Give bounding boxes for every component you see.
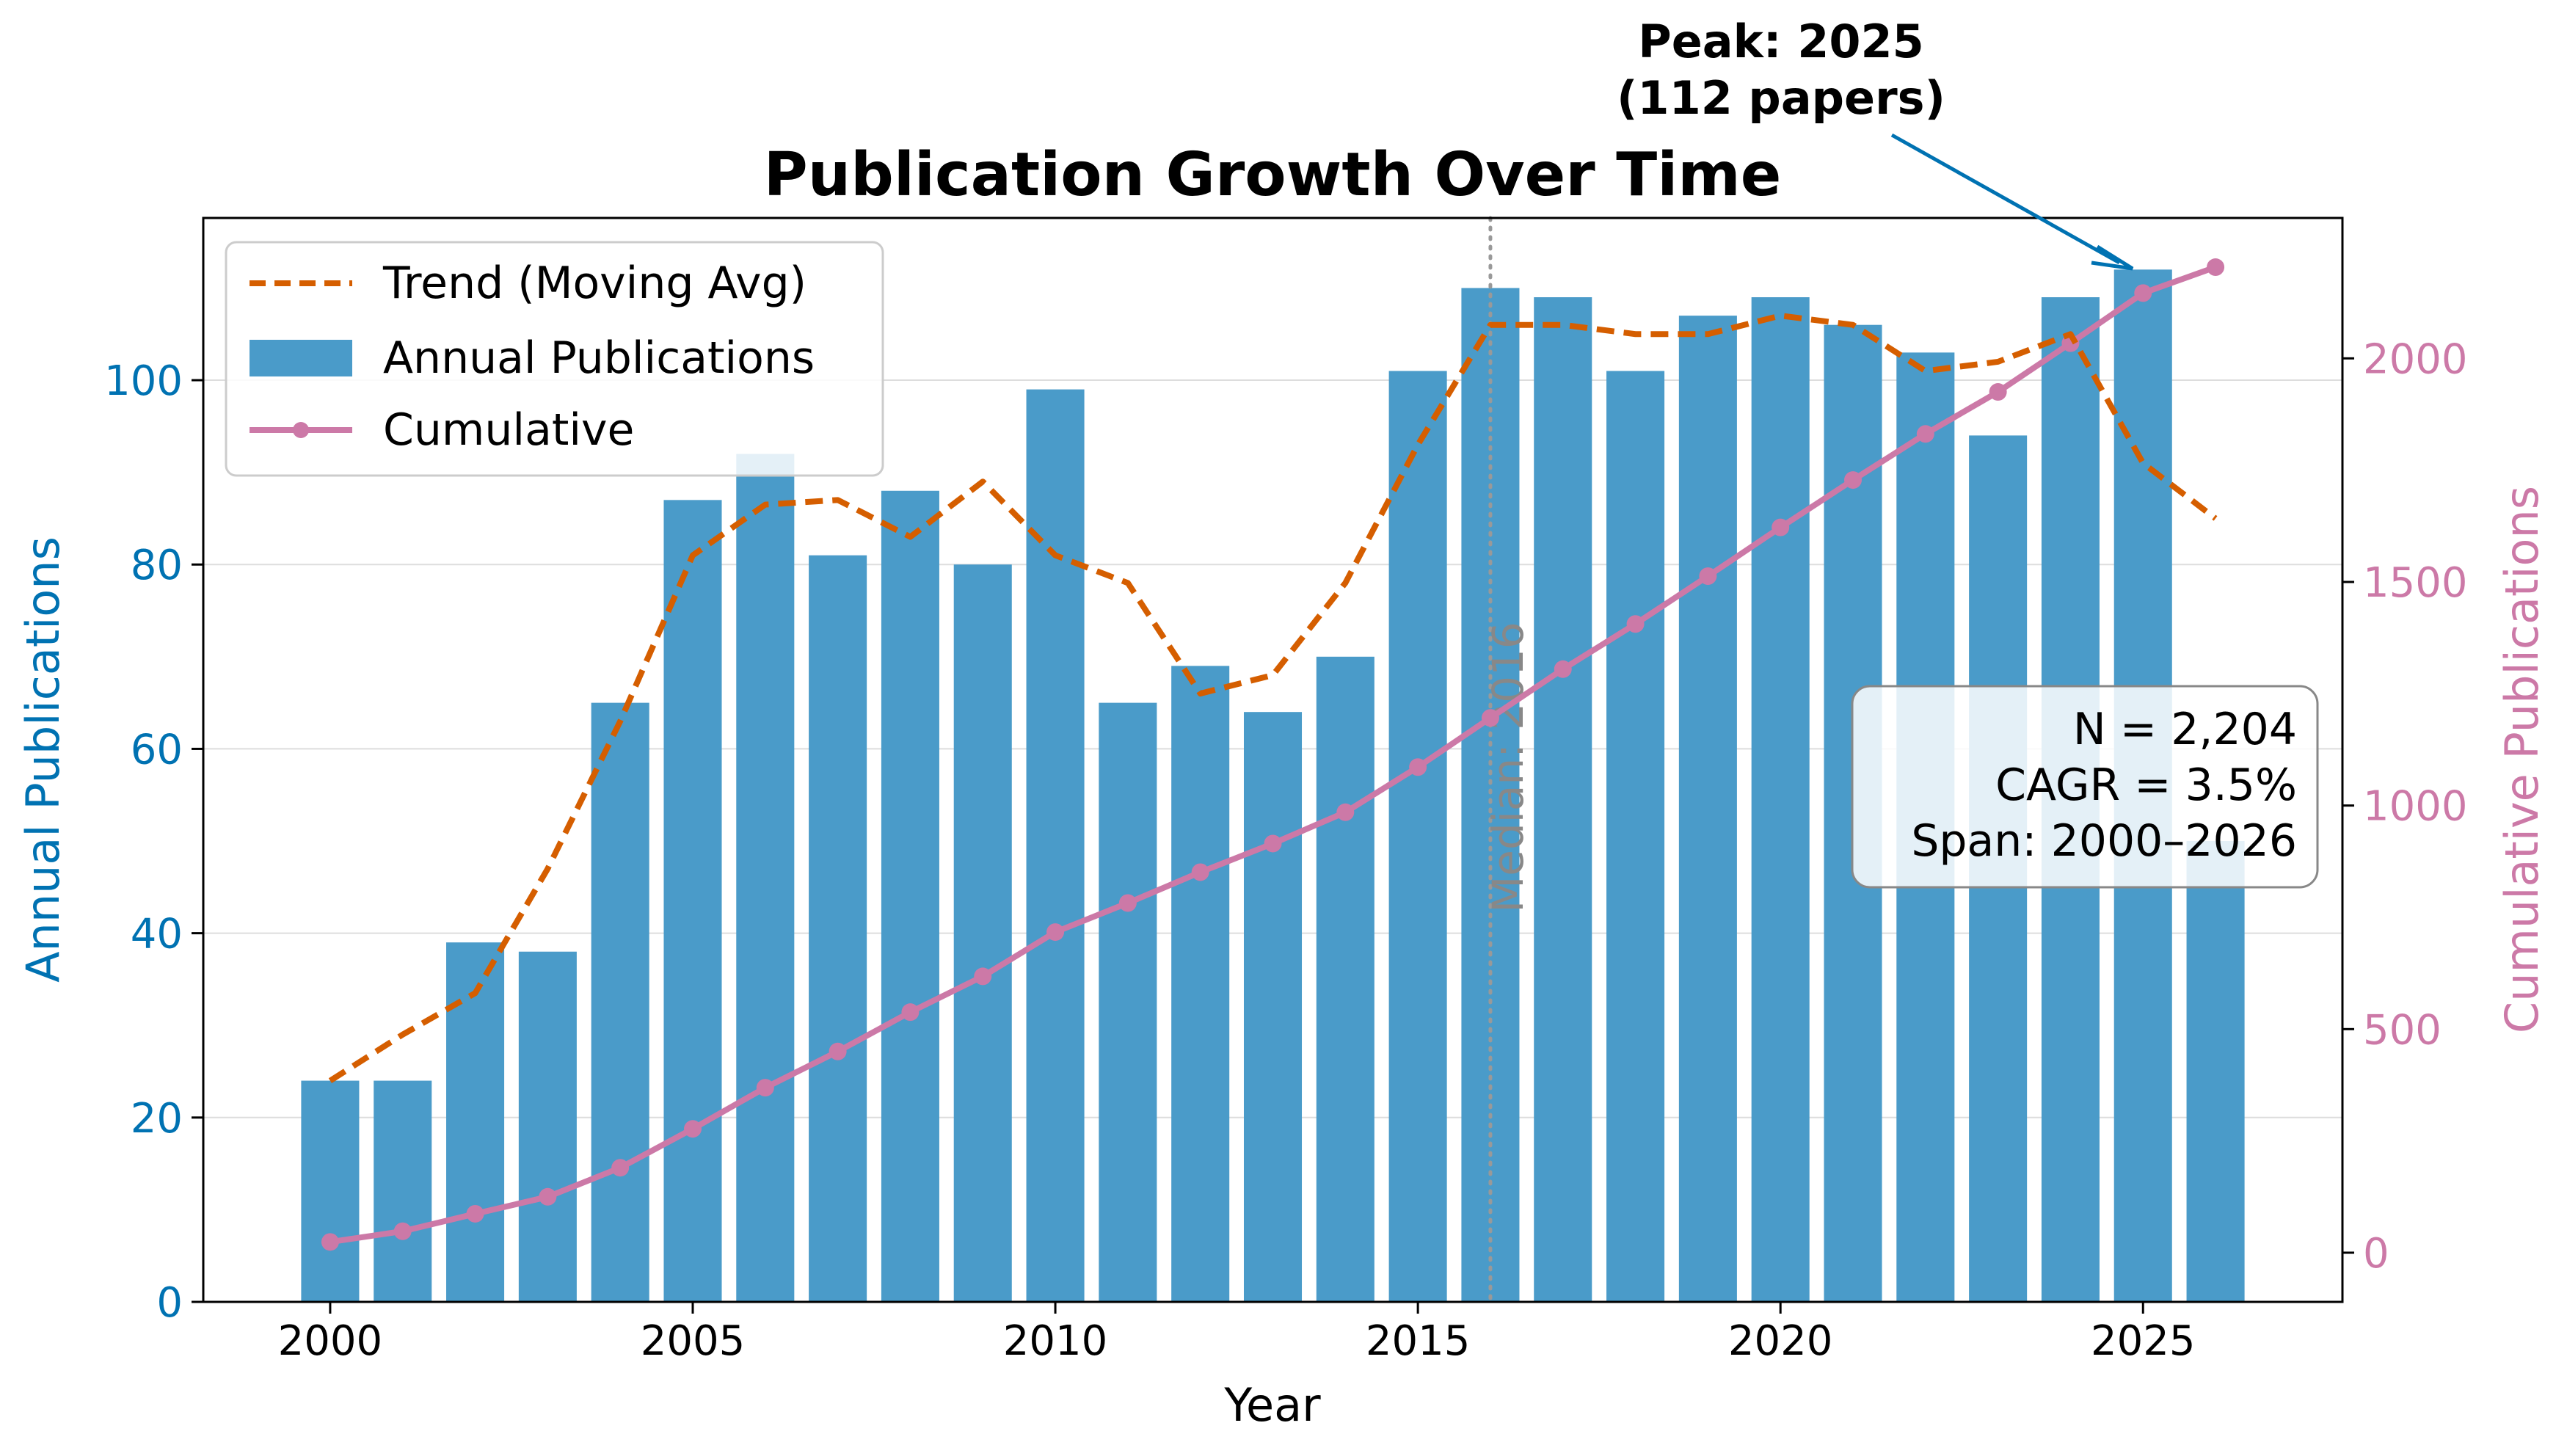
cumulative-point — [1481, 709, 1499, 727]
bar — [591, 702, 649, 1302]
cumulative-point — [1046, 923, 1065, 942]
legend-bar-swatch — [250, 340, 352, 376]
bar — [301, 1080, 360, 1302]
peak-annotation-arrowhead-icon — [2091, 244, 2134, 271]
cumulative-point — [756, 1079, 774, 1097]
bar — [809, 555, 867, 1302]
peak-annotation-line1: Peak: 2025 — [1638, 15, 1924, 68]
bar — [736, 454, 795, 1302]
cumulative-point — [1626, 615, 1645, 633]
cumulative-series — [321, 258, 2225, 1251]
bar — [1678, 316, 1737, 1302]
cumulative-point — [321, 1233, 339, 1251]
bar — [518, 951, 577, 1302]
cumulative-point — [539, 1187, 557, 1206]
bar — [953, 564, 1012, 1302]
bar — [1243, 712, 1303, 1302]
x-tick-label: 2015 — [1366, 1317, 1471, 1365]
y-tick-label-right: 1500 — [2363, 559, 2468, 607]
bar — [1606, 371, 1665, 1303]
y-tick-label-left: 20 — [131, 1095, 183, 1143]
bar — [2186, 841, 2245, 1302]
cumulative-point — [466, 1204, 484, 1223]
x-tick-label: 2000 — [278, 1317, 383, 1365]
bar — [1751, 297, 1810, 1302]
cumulative-point — [1772, 518, 1790, 536]
bar — [1388, 371, 1447, 1303]
bar — [1026, 389, 1085, 1302]
plot-frame — [202, 216, 2344, 1303]
x-tick-label: 2020 — [1728, 1317, 1833, 1365]
x-axis-label: Year — [1223, 1378, 1321, 1432]
bar — [1534, 297, 1592, 1302]
x-tick-label: 2025 — [2091, 1317, 2196, 1365]
bar — [1099, 702, 1157, 1302]
legend-cumulative-marker — [293, 422, 309, 438]
stats-box-frame — [1851, 685, 2319, 889]
x-tick-label: 2010 — [1003, 1317, 1108, 1365]
bar — [1171, 666, 1230, 1302]
cumulative-point — [1844, 471, 1863, 489]
cumulative-point — [829, 1042, 847, 1060]
median-label: Median: 2016 — [1483, 622, 1533, 913]
cumulative-point — [1118, 894, 1137, 912]
chart-title: Publication Growth Over Time — [764, 140, 1782, 210]
y-tick-label-left: 0 — [156, 1279, 183, 1327]
cumulative-point — [2207, 258, 2225, 277]
y-tick-label-left: 80 — [131, 542, 183, 589]
y-tick-label-right: 1000 — [2363, 783, 2468, 831]
peak-annotation: Peak: 2025 (112 papers) — [1617, 15, 2134, 271]
cumulative-point — [1699, 567, 1717, 586]
y-tick-label-right: 500 — [2363, 1006, 2442, 1054]
bar — [1316, 656, 1374, 1302]
cumulative-point — [393, 1222, 412, 1240]
median-marker: Median: 2016 — [1483, 216, 1533, 1304]
stats-n: N = 2,204 — [2073, 704, 2297, 755]
y-tick-label-right: 0 — [2363, 1230, 2389, 1278]
cumulative-point — [1554, 660, 1572, 678]
bar — [663, 500, 722, 1302]
cumulative-point — [611, 1159, 630, 1177]
legend-box — [225, 241, 884, 477]
legend-cumulative-label: Cumulative — [383, 404, 634, 456]
axes: 2000 2005 2010 2015 2020 20250204060801000500… — [104, 335, 2467, 1365]
legend-trend-label: Trend (Moving Avg) — [382, 258, 806, 309]
legend: Trend (Moving Avg) Annual Publications C… — [225, 241, 884, 477]
y-tick-label-right: 2000 — [2363, 335, 2468, 383]
y-tick-label-left: 40 — [131, 911, 183, 958]
legend-bar-label: Annual Publications — [383, 332, 815, 384]
bar — [881, 490, 939, 1302]
cumulative-point — [1409, 758, 1427, 776]
cumulative-point — [1916, 425, 1934, 443]
x-tick-label: 2005 — [641, 1317, 746, 1365]
peak-annotation-arrow — [1890, 133, 2121, 265]
bar — [374, 1080, 432, 1302]
y-axis-label-right: Cumulative Publications — [2495, 486, 2549, 1033]
stats-box: N = 2,204 CAGR = 3.5% Span: 2000–2026 — [1851, 685, 2319, 889]
stats-span: Span: 2000–2026 — [1911, 815, 2297, 867]
cumulative-point — [683, 1120, 702, 1138]
cumulative-point — [1336, 803, 1355, 821]
cumulative-point — [1191, 863, 1209, 881]
cumulative-point — [974, 967, 992, 986]
cumulative-point — [901, 1003, 920, 1022]
cumulative-point — [1264, 834, 1282, 853]
y-tick-label-left: 60 — [131, 726, 183, 774]
y-axis-label-left: Annual Publications — [16, 536, 70, 983]
y-tick-label-left: 100 — [104, 357, 183, 405]
cumulative-point — [1989, 383, 2007, 401]
stats-cagr: CAGR = 3.5% — [1995, 760, 2297, 811]
peak-annotation-line2: (112 papers) — [1617, 71, 1945, 125]
cumulative-point — [2134, 284, 2152, 302]
